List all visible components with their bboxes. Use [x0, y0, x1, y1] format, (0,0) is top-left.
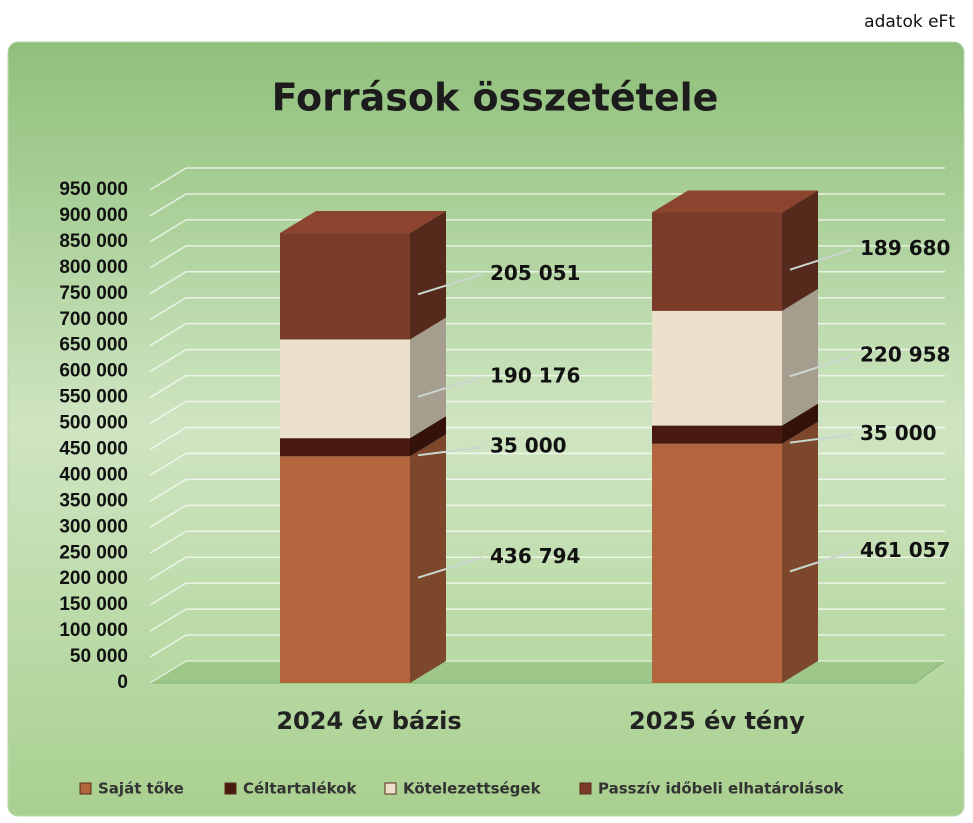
bar — [652, 212, 782, 311]
y-tick-label: 350 000 — [59, 490, 128, 511]
y-tick-label: 700 000 — [59, 309, 128, 330]
bar — [280, 233, 410, 340]
data-label: 461 057 — [860, 538, 950, 562]
y-tick-label: 950 000 — [59, 179, 128, 200]
legend-swatch — [224, 782, 237, 795]
bar-side — [410, 416, 446, 457]
leader-line — [417, 446, 483, 457]
bar — [652, 310, 782, 426]
y-tick-label: 450 000 — [59, 438, 128, 459]
y-tick-label: 600 000 — [59, 361, 128, 382]
annotation: adatok eFt — [864, 12, 955, 32]
data-label: 220 958 — [860, 343, 950, 367]
legend-label: Passzív időbeli elhatárolások — [598, 780, 845, 798]
data-label: 436 794 — [490, 544, 580, 568]
y-tick-label: 50 000 — [70, 646, 128, 667]
bar-side — [782, 421, 818, 683]
leader-line — [789, 248, 853, 271]
grid-line — [149, 167, 945, 191]
y-tick-label: 550 000 — [59, 387, 128, 408]
y-tick-label: 150 000 — [59, 594, 128, 615]
leader-line — [789, 550, 853, 573]
chart-title: Források összetétele — [272, 76, 719, 120]
y-tick-label: 100 000 — [59, 620, 128, 641]
data-label: 35 000 — [860, 421, 937, 445]
y-tick-label: 250 000 — [59, 542, 128, 563]
bar-side — [782, 288, 818, 426]
x-tick-label: 2024 év bázis — [276, 707, 461, 735]
y-tick-label: 200 000 — [59, 568, 128, 589]
bar-side — [782, 190, 818, 311]
data-label: 35 000 — [490, 434, 567, 458]
leader-line — [789, 355, 853, 378]
y-tick-label: 750 000 — [59, 283, 128, 304]
chart-panel — [7, 41, 965, 817]
bar-side — [782, 403, 818, 444]
legend-label: Kötelezettségek — [403, 780, 542, 798]
leader-line — [417, 273, 483, 296]
y-tick-label: 850 000 — [59, 231, 128, 252]
bar-top — [652, 190, 818, 213]
data-label: 189 680 — [860, 236, 950, 260]
x-tick-label: 2025 év tény — [629, 707, 805, 735]
legend-label: Saját tőke — [98, 780, 184, 798]
legend-label: Céltartalékok — [243, 780, 357, 798]
bar-side — [410, 211, 446, 340]
bar — [280, 456, 410, 683]
y-tick-label: 400 000 — [59, 464, 128, 485]
legend-swatch — [79, 782, 92, 795]
bar — [652, 443, 782, 683]
leader-line — [417, 375, 483, 398]
leader-line — [417, 556, 483, 579]
legend-swatch — [579, 782, 592, 795]
bar — [280, 339, 410, 439]
y-tick-label: 800 000 — [59, 257, 128, 278]
y-tick-label: 650 000 — [59, 335, 128, 356]
data-label: 205 051 — [490, 261, 580, 285]
y-tick-label: 900 000 — [59, 205, 128, 226]
y-tick-label: 0 — [117, 672, 128, 693]
legend-swatch — [384, 782, 397, 795]
leader-line — [789, 433, 853, 444]
floor — [148, 660, 947, 684]
y-tick-label: 500 000 — [59, 413, 128, 434]
y-tick-label: 300 000 — [59, 516, 128, 537]
bar-side — [410, 434, 446, 683]
bar-side — [410, 317, 446, 439]
bar-top — [280, 211, 446, 234]
bar — [652, 425, 782, 444]
bar — [280, 438, 410, 457]
data-label: 190 176 — [490, 363, 580, 387]
